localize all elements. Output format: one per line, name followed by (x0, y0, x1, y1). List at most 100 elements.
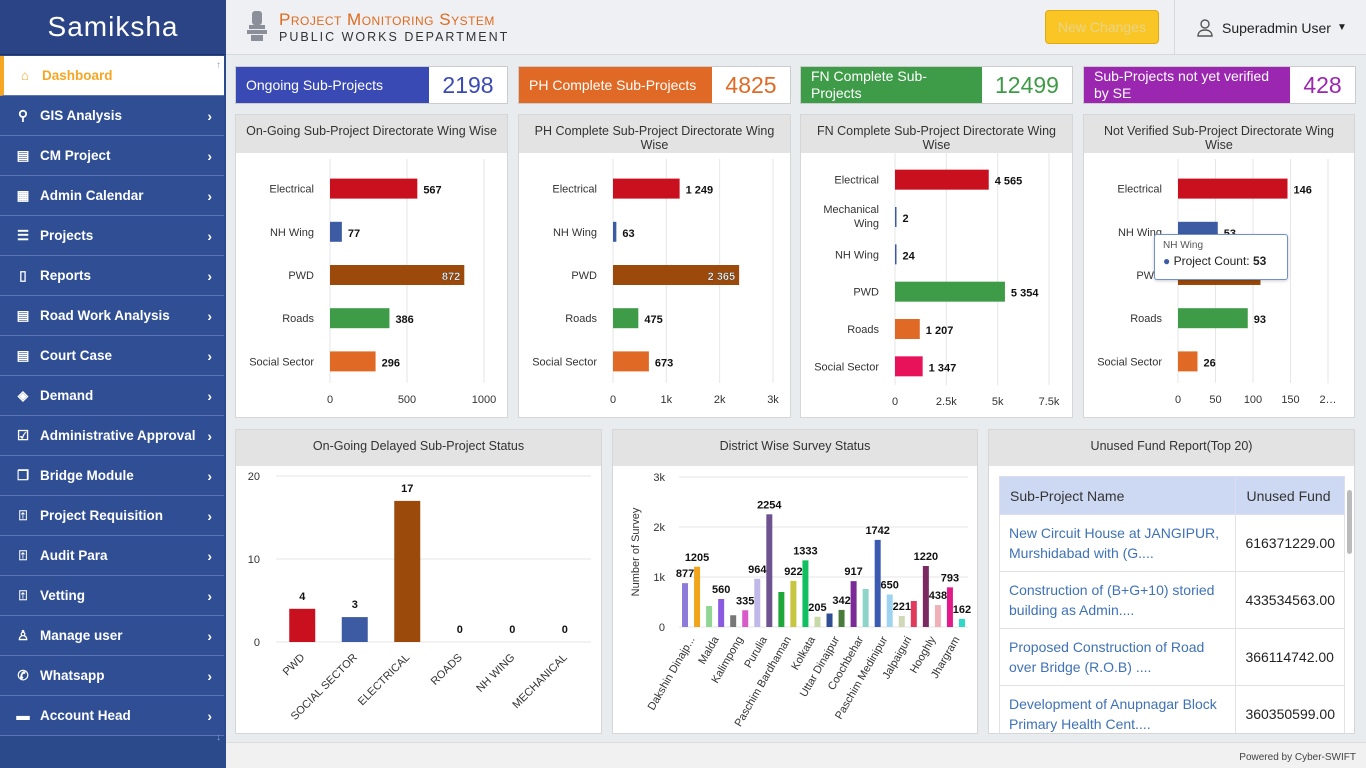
bar (613, 265, 740, 285)
chart-title: District Wise Survey Status (613, 430, 977, 466)
x-tick-label: 3k (767, 394, 779, 406)
bar (341, 617, 368, 642)
y-axis-label: Number of Survey (630, 507, 642, 596)
x-tick-label: 1000 (472, 394, 496, 406)
user-name: Superadmin User (1222, 19, 1331, 36)
col-subproject-name[interactable]: Sub-Project Name (998, 476, 1237, 515)
category-label: Social Sector (1097, 356, 1162, 368)
chevron-right-icon: › (207, 108, 212, 124)
table-row[interactable]: Proposed Construction of Road over Bridg… (998, 628, 1345, 686)
data-label: 877 (676, 568, 694, 580)
sidebar-item-account-head[interactable]: ▬ Account Head › (0, 696, 224, 736)
table-row[interactable]: New Circuit House at JANGIPUR, Murshidab… (998, 514, 1345, 572)
data-label: 475 (644, 314, 662, 326)
sidebar-item-audit-para[interactable]: ⍐ Audit Para › (0, 536, 224, 576)
fund-subproject-name[interactable]: Development of Anupnagar Block Primary H… (998, 685, 1237, 733)
sidebar-item-dashboard[interactable]: ⌂ Dashboard (0, 56, 224, 96)
y-tick-label: 0 (659, 622, 665, 634)
kpi-card[interactable]: Sub-Projects not yet verified by SE 428 (1083, 66, 1356, 104)
user-menu[interactable]: Superadmin User ▼ (1174, 0, 1366, 55)
sidebar-item-admin-calendar[interactable]: ▦ Admin Calendar › (0, 176, 224, 216)
sidebar-item-label: Reports (40, 268, 92, 283)
sidebar-item-whatsapp[interactable]: ✆ Whatsapp › (0, 656, 224, 696)
data-label: 77 (348, 228, 360, 240)
sidebar-item-manage-user[interactable]: ♙ Manage user › (0, 616, 224, 656)
data-label: 2 (903, 213, 909, 225)
data-label: 567 (423, 185, 441, 197)
data-label: 63 (622, 228, 634, 240)
fund-subproject-name[interactable]: New Circuit House at JANGIPUR, Murshidab… (998, 514, 1237, 572)
category-label: Social Sector (249, 356, 314, 368)
data-label: 1 249 (686, 185, 714, 197)
chevron-right-icon: › (207, 268, 212, 284)
x-tick-label: ROADS (429, 652, 465, 688)
kpi-label: PH Complete Sub-Projects (519, 67, 712, 103)
bar (330, 178, 418, 199)
sidebar-item-reports[interactable]: ▯ Reports › (0, 256, 224, 296)
fund-subproject-name[interactable]: Construction of (B+G+10) storied buildin… (998, 571, 1237, 629)
sidebar-item-label: Vetting (40, 588, 86, 603)
data-label: 1220 (914, 551, 938, 563)
fund-subproject-name[interactable]: Proposed Construction of Road over Bridg… (998, 628, 1237, 686)
data-label: 93 (1254, 314, 1266, 326)
sidebar-scrollbar[interactable]: ↑ ↓ (216, 56, 224, 742)
kpi-card[interactable]: Ongoing Sub-Projects 2198 (235, 66, 508, 104)
data-label: 922 (784, 566, 802, 578)
col-unused-fund[interactable]: Unused Fund (1235, 476, 1345, 515)
y-tick-label: 3k (653, 472, 665, 484)
sidebar-item-label: Administrative Approval (40, 428, 196, 443)
chevron-right-icon: › (207, 388, 212, 404)
list-icon: ☰ (16, 227, 30, 243)
kpi-label: FN Complete Sub-Projects (801, 67, 982, 103)
sidebar-item-bridge-module[interactable]: ❐ Bridge Module › (0, 456, 224, 496)
bar (895, 319, 920, 339)
chart-card-ongoing: On-Going Sub-Project Directorate Wing Wi… (235, 114, 508, 418)
chevron-right-icon: › (207, 708, 212, 724)
table-row[interactable]: Development of Anupnagar Block Primary H… (998, 685, 1345, 733)
kpi-value: 4825 (725, 71, 777, 98)
category-label: PWD (853, 287, 879, 299)
category-label: Mechanical (823, 204, 879, 216)
bar (682, 583, 689, 627)
data-label: 872 (442, 271, 460, 283)
sidebar-item-road-work-analysis[interactable]: ▤ Road Work Analysis › (0, 296, 224, 336)
copy-icon: ❐ (16, 467, 30, 483)
sidebar-item-cm-project[interactable]: ▤ CM Project › (0, 136, 224, 176)
x-tick-label: PWD (281, 652, 308, 679)
brand-title[interactable]: Samiksha (0, 0, 226, 55)
new-changes-button[interactable]: New Changes (1045, 10, 1159, 44)
data-label: 4 565 (995, 176, 1023, 188)
sidebar-item-project-requisition[interactable]: ⍐ Project Requisition › (0, 496, 224, 536)
table-scrollbar[interactable] (1347, 490, 1352, 554)
sidebar-item-label: Admin Calendar (40, 188, 144, 203)
sidebar-item-court-case[interactable]: ▤ Court Case › (0, 336, 224, 376)
sidebar-item-label: CM Project (40, 148, 111, 163)
bar (946, 587, 953, 627)
bar (802, 560, 809, 627)
sidebar-item-label: Road Work Analysis (40, 308, 170, 323)
data-label: 4 (299, 591, 306, 603)
data-label: 2254 (757, 499, 782, 511)
sidebar-item-administrative-approval[interactable]: ☑ Administrative Approval › (0, 416, 224, 456)
sidebar-item-projects[interactable]: ☰ Projects › (0, 216, 224, 256)
sidebar-item-demand[interactable]: ◈ Demand › (0, 376, 224, 416)
sidebar-item-gis-analysis[interactable]: ⚲ GIS Analysis › (0, 96, 224, 136)
x-tick-label: 500 (398, 394, 416, 406)
sidebar-item-vetting[interactable]: ⍐ Vetting › (0, 576, 224, 616)
x-tick-label: ELECTRICAL (356, 652, 412, 708)
kpi-card[interactable]: FN Complete Sub-Projects 12499 (800, 66, 1073, 104)
table-row[interactable]: Construction of (B+G+10) storied buildin… (998, 571, 1345, 629)
bar (766, 514, 773, 627)
kpi-card[interactable]: PH Complete Sub-Projects 4825 (518, 66, 791, 104)
data-label: 296 (382, 357, 400, 369)
bar (289, 608, 316, 642)
bar (613, 308, 639, 329)
sidebar-item-label: Demand (40, 388, 94, 403)
chart-survey: 0 1k 2k 3k Number of Survey 877 1205 560 335 964 2… (630, 472, 971, 729)
bar (754, 578, 761, 627)
tooltip-value: 53 (1252, 254, 1267, 268)
data-label: 0 (457, 624, 463, 636)
x-tick-label: 0 (327, 394, 333, 406)
bar (958, 618, 965, 627)
kpi-value: 428 (1303, 71, 1342, 98)
